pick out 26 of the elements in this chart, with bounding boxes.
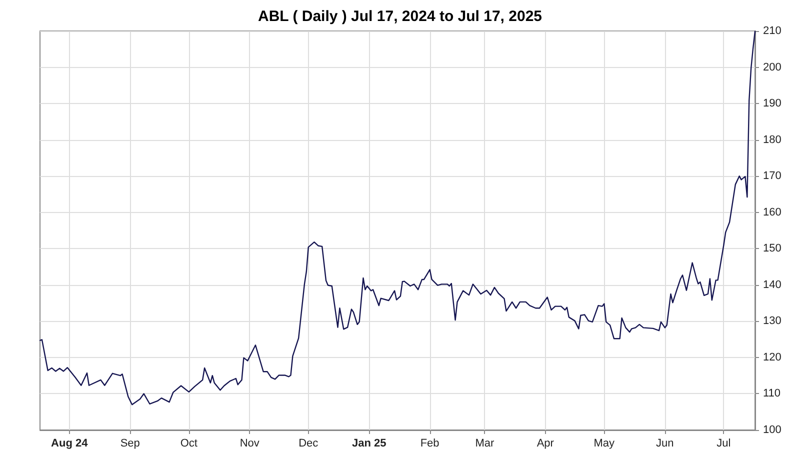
x-tick-label: Sep bbox=[120, 438, 140, 450]
y-tick-label: 210 bbox=[763, 25, 782, 37]
x-tick-label: Oct bbox=[180, 438, 198, 450]
x-tick-label: Jul bbox=[716, 438, 731, 450]
x-tick-label: Dec bbox=[298, 438, 319, 450]
y-tick-label: 200 bbox=[763, 61, 782, 74]
x-tick-label: Nov bbox=[240, 438, 260, 450]
x-tick-label: Feb bbox=[420, 438, 440, 450]
x-tick-label: May bbox=[594, 438, 616, 450]
x-tick-label: Aug 24 bbox=[51, 438, 89, 450]
x-tick-label: Jun bbox=[656, 438, 674, 450]
y-tick-label: 190 bbox=[763, 98, 782, 110]
y-tick-label: 100 bbox=[763, 424, 782, 436]
x-tick-label: Jan 25 bbox=[352, 438, 386, 450]
y-tick-label: 110 bbox=[763, 388, 781, 400]
y-tick-label: 160 bbox=[763, 206, 782, 218]
y-tick-label: 130 bbox=[763, 315, 782, 328]
y-tick-label: 120 bbox=[763, 351, 782, 364]
y-tick-label: 170 bbox=[763, 170, 782, 182]
x-tick-label: Mar bbox=[475, 438, 494, 450]
x-tick-label: Apr bbox=[536, 438, 554, 450]
y-tick-label: 140 bbox=[763, 278, 782, 291]
line-series bbox=[39, 30, 756, 406]
y-tick-label: 180 bbox=[763, 134, 782, 146]
y-tick-label: 150 bbox=[763, 242, 782, 255]
chart-title: ABL ( Daily ) Jul 17, 2024 to Jul 17, 2025 bbox=[258, 8, 542, 25]
